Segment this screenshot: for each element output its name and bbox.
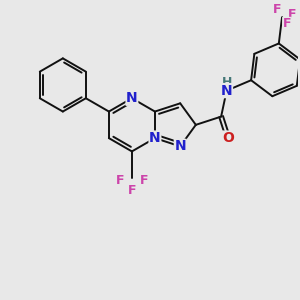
Text: F: F [273,3,281,16]
Text: F: F [116,175,124,188]
Text: F: F [128,184,136,197]
Text: N: N [221,84,232,98]
Text: F: F [140,175,148,188]
Text: F: F [288,8,296,21]
Text: O: O [222,131,234,145]
Text: F: F [283,17,291,31]
Text: N: N [174,139,186,153]
Text: N: N [149,131,161,145]
Text: N: N [126,91,138,105]
Text: H: H [221,76,232,89]
